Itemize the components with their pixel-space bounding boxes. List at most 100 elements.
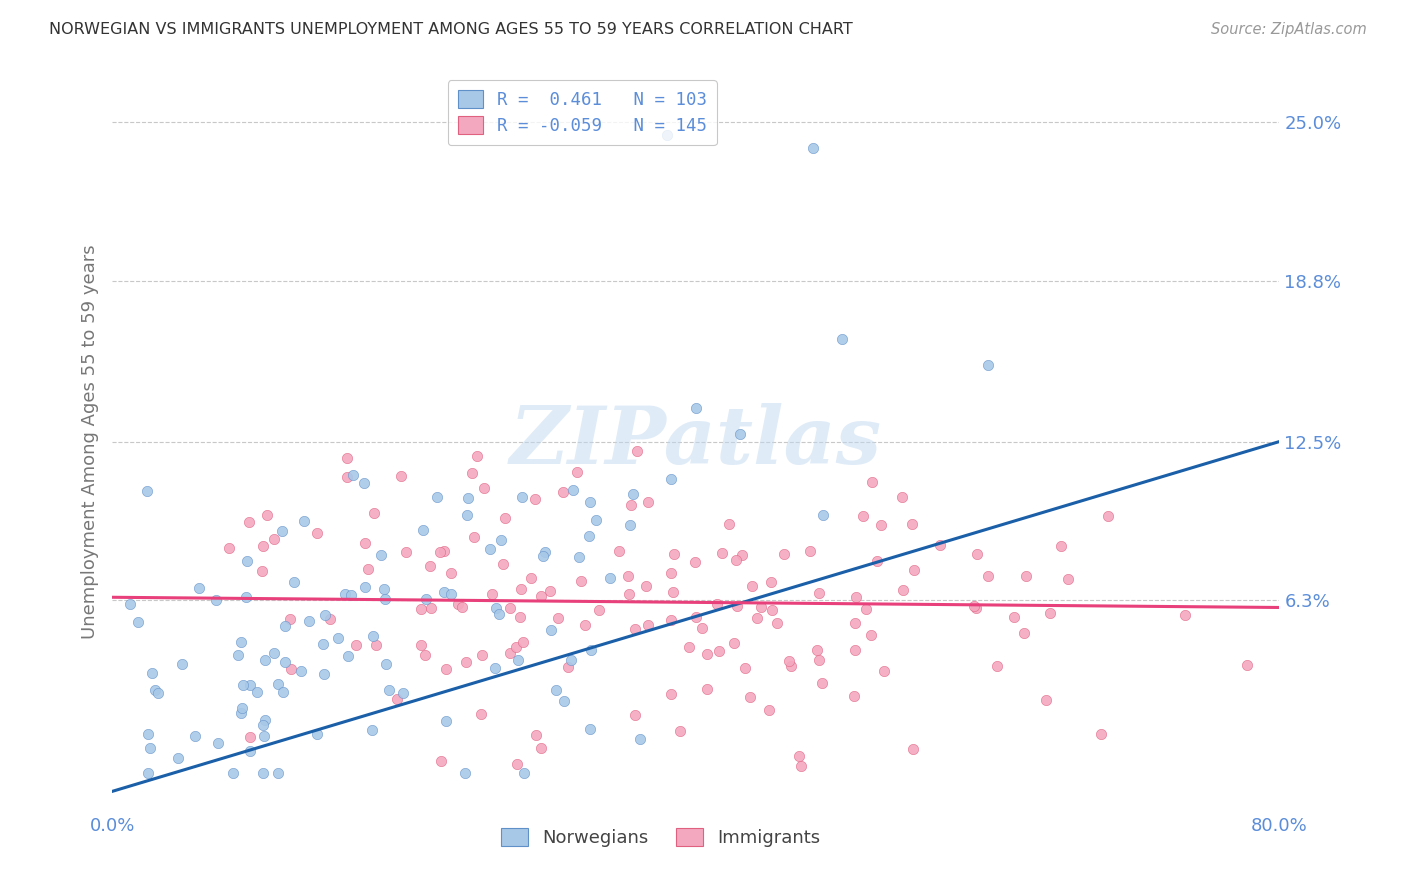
Point [170,657,193,672]
Point [292,514,315,528]
Point [569,574,592,589]
Point [860,627,883,641]
Point [136,727,159,741]
Point [1236,657,1258,672]
Point [356,562,378,576]
Point [231,634,253,648]
Point [127,615,149,629]
Point [513,766,536,780]
Point [779,659,801,673]
Point [305,727,328,741]
Point [661,687,683,701]
Point [280,662,302,676]
Point [436,662,458,676]
Point [426,490,449,504]
Point [808,653,831,667]
Point [588,603,610,617]
Point [655,128,678,143]
Point [312,637,335,651]
Point [336,648,359,663]
Point [965,601,987,615]
Point [364,638,387,652]
Point [314,607,336,622]
Point [254,653,277,667]
Point [461,466,484,480]
Point [1050,539,1073,553]
Point [706,598,728,612]
Point [811,508,834,522]
Point [326,631,349,645]
Point [842,689,865,703]
Point [505,640,527,654]
Point [553,694,575,708]
Point [374,591,396,606]
Point [855,602,877,616]
Point [415,591,437,606]
Point [519,571,541,585]
Point [318,612,340,626]
Point [723,636,745,650]
Point [263,646,285,660]
Legend: Norwegians, Immigrants: Norwegians, Immigrants [494,821,828,855]
Point [623,707,645,722]
Point [411,602,433,616]
Point [711,546,734,560]
Point [344,638,367,652]
Point [333,587,356,601]
Point [1035,693,1057,707]
Point [184,730,207,744]
Point [499,646,522,660]
Point [790,759,813,773]
Point [557,660,579,674]
Point [579,495,602,509]
Point [724,553,747,567]
Point [415,648,437,662]
Point [759,574,782,589]
Point [799,544,821,558]
Point [1090,727,1112,741]
Point [977,569,1000,583]
Point [231,706,253,720]
Point [806,642,828,657]
Point [391,685,413,699]
Point [339,588,361,602]
Point [579,723,602,737]
Point [929,539,952,553]
Point [342,468,364,483]
Point [239,730,262,744]
Point [745,611,768,625]
Point [741,579,763,593]
Point [634,579,657,593]
Point [1002,610,1025,624]
Point [120,597,142,611]
Point [263,532,285,546]
Point [278,612,301,626]
Point [470,707,492,722]
Point [446,597,468,611]
Point [530,589,553,603]
Point [1097,509,1119,524]
Point [1012,625,1035,640]
Point [451,599,474,614]
Point [620,499,643,513]
Point [274,619,297,633]
Point [456,655,478,669]
Point [232,678,254,692]
Point [873,664,896,678]
Point [628,732,651,747]
Point [617,569,640,583]
Point [389,469,412,483]
Point [481,587,503,601]
Point [207,736,229,750]
Point [623,622,645,636]
Point [621,487,644,501]
Point [361,629,384,643]
Point [246,685,269,699]
Point [236,554,259,568]
Point [669,724,692,739]
Point [772,547,794,561]
Point [523,492,546,507]
Point [717,516,740,531]
Point [626,444,648,458]
Point [148,686,170,700]
